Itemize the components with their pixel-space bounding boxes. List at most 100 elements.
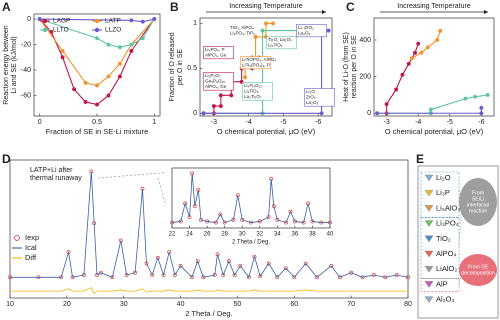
annotation-text: La₂O₃ xyxy=(298,31,310,36)
legend-marker xyxy=(424,220,434,227)
arrow-label: Increasing Temperature xyxy=(229,3,303,10)
series-line xyxy=(39,18,155,86)
legend-label: AlPO₄ xyxy=(436,249,457,258)
group-label: SE/Li xyxy=(472,196,484,202)
x-tick-label: 22 xyxy=(169,232,176,238)
data-point xyxy=(485,92,490,97)
data-point xyxy=(150,273,155,277)
group-label: From xyxy=(472,190,484,196)
data-point xyxy=(129,42,134,47)
data-point xyxy=(218,93,223,98)
x-axis-label: O chemical potential, μO (eV) xyxy=(217,127,316,136)
data-point xyxy=(94,102,99,107)
x-axis-label: 2 Theta / Deg. xyxy=(232,240,270,246)
y-tick-label: 400 xyxy=(359,37,371,44)
inset-frame xyxy=(171,167,331,229)
annotation-text: TiO₂, AlPO₄ xyxy=(230,25,254,30)
data-point xyxy=(222,220,227,225)
data-point xyxy=(72,87,77,92)
annotation-text: LATP+Li after xyxy=(30,167,73,174)
series-line xyxy=(171,173,330,224)
y-axis-label: Reaction energy between xyxy=(3,25,10,104)
annotation-box xyxy=(203,72,234,91)
data-point xyxy=(275,217,280,222)
legend-label: LLZO xyxy=(105,27,121,34)
data-point xyxy=(479,111,484,116)
x-axis-label: 2 Theta / Deg. xyxy=(185,309,232,318)
y-tick-label: 0 xyxy=(193,110,197,117)
panel-label: A xyxy=(2,0,11,14)
annotation-box xyxy=(296,24,327,38)
legend-label: Al₂O₃ xyxy=(436,295,454,304)
legend-label: LAGP xyxy=(53,18,70,25)
x-tick-label: 10 xyxy=(6,301,14,308)
data-point xyxy=(140,36,145,41)
legend-marker xyxy=(424,235,434,243)
data-point xyxy=(60,48,65,53)
x-tick-label: -4 xyxy=(415,119,421,126)
y-axis-label: Li and SE (kJ/mol) xyxy=(11,36,18,93)
legend-marker xyxy=(424,205,434,212)
x-tick-label: -3 xyxy=(211,119,217,126)
data-point xyxy=(152,17,157,22)
annotation-text: thermal runaway xyxy=(30,175,82,182)
series-line xyxy=(10,171,409,279)
x-tick-label: -6 xyxy=(478,119,484,126)
series-line xyxy=(39,18,155,23)
y-axis-label: Fraction of O released xyxy=(169,32,176,101)
data-point xyxy=(60,55,65,60)
data-point xyxy=(315,275,319,280)
legend-marker xyxy=(424,174,434,182)
legend-label: Iexp xyxy=(25,233,39,242)
legend-marker xyxy=(424,281,434,288)
x-tick-label: 0.5 xyxy=(92,119,102,126)
annotation-text: Li₄Ti₅O₁₂ xyxy=(244,83,262,88)
data-point xyxy=(221,273,226,277)
data-point xyxy=(129,18,134,23)
y-tick-label: -20 xyxy=(21,41,31,48)
arrow-label: Increasing Temperature xyxy=(397,3,471,10)
annotation-text: Li₂O xyxy=(306,89,315,94)
data-point xyxy=(270,21,275,26)
annotation-text: Li₂TiO₃ xyxy=(244,89,259,94)
data-point xyxy=(232,273,237,277)
x-tick-label: 32 xyxy=(256,232,263,238)
x-tick-label: 30 xyxy=(239,232,246,238)
x-tick-label: -6 xyxy=(315,119,321,126)
series-line xyxy=(10,287,408,295)
data-point xyxy=(406,61,411,66)
y-tick-label: 1 xyxy=(193,20,197,27)
group-label: interfacial xyxy=(467,202,489,208)
x-tick-label: 60 xyxy=(290,301,298,308)
data-point xyxy=(129,48,134,53)
legend-marker xyxy=(424,190,434,197)
x-tick-label: 50 xyxy=(234,301,242,308)
annotation-text: ZrO₂ xyxy=(306,95,316,100)
panel-label: D xyxy=(2,152,11,166)
legend-label: Ical xyxy=(25,243,37,252)
data-point xyxy=(413,50,418,55)
annotation-box xyxy=(240,56,271,70)
x-tick-label: 28 xyxy=(221,232,228,238)
x-tick-label: -5 xyxy=(447,119,453,126)
y-axis-label: per O in SE xyxy=(177,49,184,86)
x-tick-label: 40 xyxy=(327,232,334,238)
data-point xyxy=(319,111,324,116)
y-tick-label: 0 xyxy=(27,16,31,23)
group-box xyxy=(420,278,460,292)
data-point xyxy=(140,19,145,24)
annotation-text: LiTiOPO₄, AlPO₄ xyxy=(242,57,276,62)
data-point xyxy=(99,270,103,275)
data-point xyxy=(83,99,88,104)
legend-marker xyxy=(94,27,100,33)
data-point xyxy=(394,87,399,92)
data-point xyxy=(425,45,430,50)
data-point xyxy=(435,37,440,42)
group-bubble xyxy=(459,178,497,226)
data-point xyxy=(178,263,183,268)
data-point xyxy=(349,270,354,275)
data-point xyxy=(117,45,122,50)
x-tick-label: 30 xyxy=(120,301,128,308)
data-point xyxy=(329,263,334,268)
